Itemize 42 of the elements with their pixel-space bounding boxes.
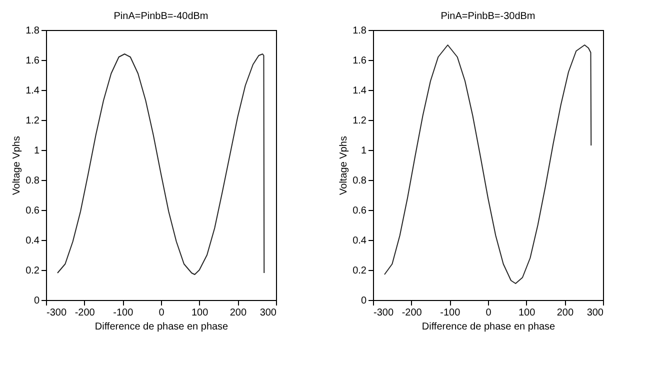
- y-tick-label: 1.8: [26, 26, 40, 36]
- y-axis-title: Voltage Vphs: [338, 136, 350, 195]
- x-tick-label: 200: [230, 308, 247, 318]
- chart-title: PinA=PinbB=-40dBm: [114, 11, 208, 22]
- y-tick-label: 1: [360, 146, 367, 156]
- y-tick-label: 1: [34, 146, 40, 156]
- y-tick-label: 1.6: [26, 56, 40, 66]
- x-tick-label: -300: [46, 308, 67, 318]
- y-tick-label: 0.8: [352, 176, 367, 186]
- y-tick-label: 0: [360, 296, 367, 306]
- y-axis-title: Voltage Vphs: [12, 136, 23, 195]
- y-tick-label: 0.6: [26, 206, 40, 216]
- x-tick-label: 100: [191, 308, 209, 318]
- y-tick-label: 0.4: [352, 236, 367, 246]
- y-tick-label: 1.4: [352, 86, 367, 96]
- x-axis-title: Difference de phase en phase: [94, 322, 229, 332]
- x-tick-label: 0: [158, 308, 165, 318]
- x-tick-label: -200: [402, 308, 422, 318]
- y-tick-label: 1.2: [352, 116, 367, 126]
- y-tick-label: 1.4: [26, 86, 40, 96]
- x-tick-label: -100: [440, 308, 461, 318]
- chart-title: PinA=PinbB=-30dBm: [440, 11, 536, 22]
- x-tick-label: 300: [586, 308, 604, 318]
- x-tick-label: 300: [260, 308, 277, 318]
- y-tick-label: 0: [34, 296, 40, 306]
- x-tick-label: -100: [113, 308, 134, 318]
- y-tick-label: 0.4: [26, 236, 40, 246]
- y-tick-label: 0.2: [26, 266, 40, 276]
- x-axis-title: Difference de phase en phase: [422, 322, 556, 332]
- line-series: [384, 44, 592, 284]
- y-tick-label: 1.2: [26, 116, 40, 126]
- y-tick-label: 1.6: [352, 56, 367, 66]
- y-tick-label: 0.8: [26, 176, 40, 186]
- x-tick-label: -300: [374, 308, 394, 318]
- x-tick-label: 200: [556, 308, 574, 318]
- x-tick-label: 100: [518, 308, 536, 318]
- y-tick-label: 0.6: [352, 206, 367, 216]
- x-tick-label: 0: [486, 308, 492, 318]
- y-tick-label: 1.8: [352, 26, 367, 36]
- line-series: [57, 54, 265, 275]
- y-tick-label: 0.2: [352, 266, 367, 276]
- x-tick-label: -200: [74, 308, 96, 318]
